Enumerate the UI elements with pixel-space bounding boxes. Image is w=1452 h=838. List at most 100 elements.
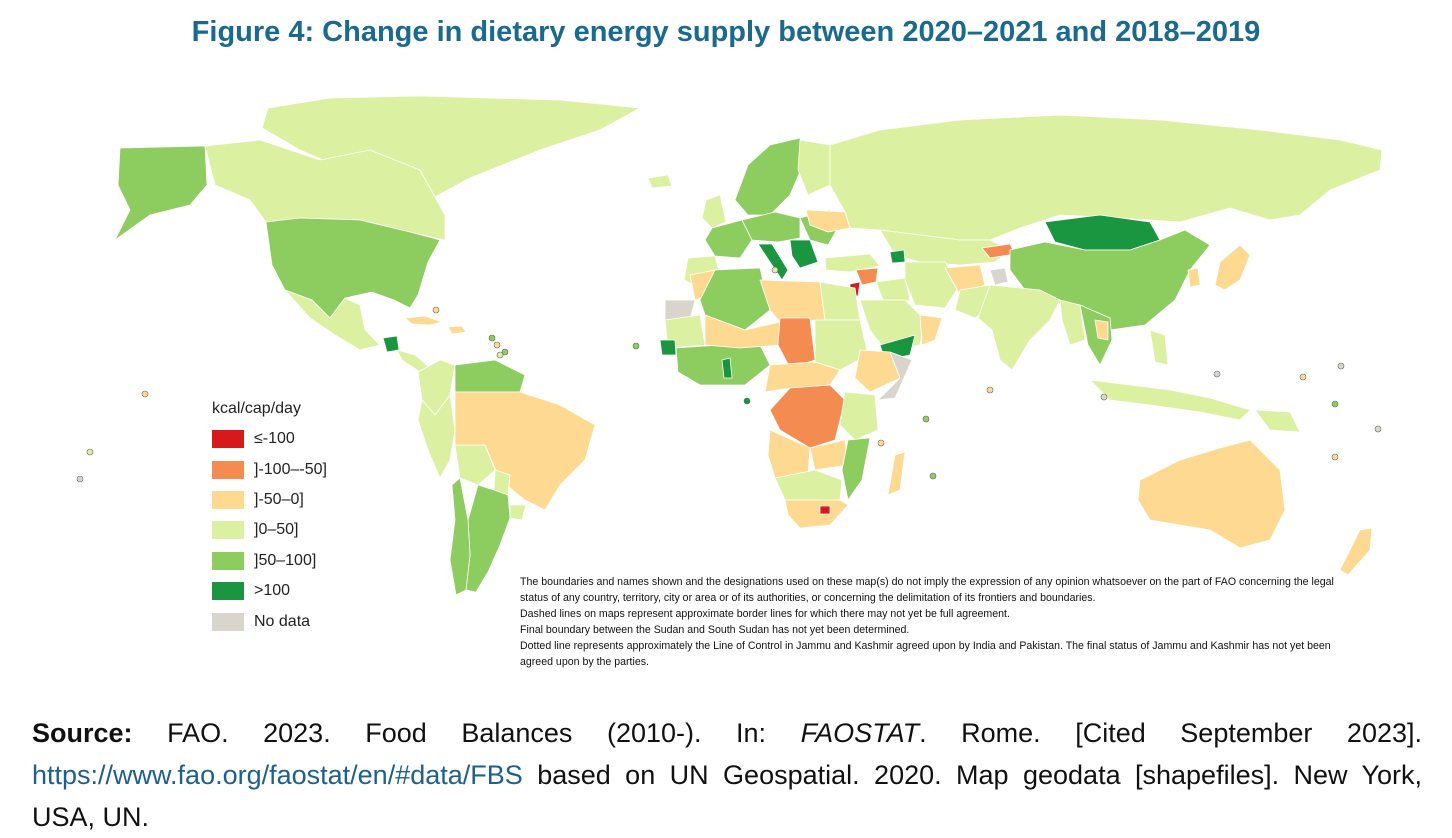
island-marker	[1331, 453, 1339, 461]
legend-swatch	[212, 490, 244, 509]
source-text: . Rome. [Cited September 2023].	[919, 718, 1422, 748]
region-lesotho	[819, 505, 831, 515]
island-marker	[141, 390, 149, 398]
region-guatemala	[382, 335, 400, 353]
region-iceland	[647, 174, 673, 189]
legend-swatch	[212, 460, 244, 479]
source-link[interactable]: https://www.fao.org/faostat/en/#data/FBS	[32, 760, 523, 790]
map-legend: kcal/cap/day ≤-100 ]-100–-50] ]-50–0] ]0–50…	[212, 400, 327, 637]
legend-item: ]-100–-50]	[212, 454, 327, 484]
region-senegal	[659, 339, 677, 356]
island-marker	[86, 448, 94, 456]
region-philippines	[1149, 329, 1169, 366]
region-madagascar	[887, 451, 906, 496]
region-kashmir	[989, 267, 1009, 286]
legend-label: ≤-100	[254, 430, 295, 448]
island-marker	[986, 386, 994, 394]
region-japan	[1214, 244, 1251, 291]
region-central-europe	[741, 211, 801, 243]
island-marker	[1337, 362, 1345, 370]
legend-item: ]0–50]	[212, 515, 327, 545]
disclaimer-line: Dashed lines on maps represent approxima…	[520, 608, 1010, 620]
region-somalia	[877, 351, 913, 401]
legend-title: kcal/cap/day	[212, 400, 301, 417]
legend-label: >100	[254, 582, 291, 600]
disclaimer-line: The boundaries and names shown and the d…	[520, 576, 1334, 604]
region-india	[977, 284, 1061, 371]
region-mexico	[284, 289, 381, 351]
figure-title: Figure 4: Change in dietary energy suppl…	[191, 16, 1261, 48]
region-papua	[1254, 409, 1301, 433]
region-oman	[919, 314, 943, 346]
disclaimer-line: Final boundary between the Sudan and Sou…	[520, 624, 910, 636]
region-east-africa	[839, 391, 879, 441]
disclaimer-line: Dotted line represents approximately the…	[520, 640, 1331, 668]
island-marker	[76, 475, 84, 483]
region-italy	[757, 243, 789, 281]
region-hispaniola	[447, 325, 467, 335]
island-marker	[1374, 425, 1382, 433]
region-alaska	[114, 145, 208, 241]
region-scandinavia	[734, 137, 806, 216]
region-mongolia	[1044, 214, 1161, 251]
legend-label: ]0–50]	[254, 521, 299, 539]
world-map	[76, 95, 1383, 596]
region-uk	[701, 194, 727, 229]
island-marker	[1213, 370, 1221, 378]
source-italic: FAOSTAT	[800, 718, 920, 748]
source-note: Source: FAO. 2023. Food Balances (2010-)…	[32, 712, 1422, 838]
legend-item: ≤-100	[212, 424, 327, 454]
island-marker	[922, 415, 930, 423]
region-venezuela-guianas	[454, 359, 526, 393]
legend-label: ]50–100]	[254, 551, 317, 569]
region-malaysia-indonesia	[1089, 379, 1251, 421]
island-marker	[1100, 393, 1108, 401]
region-chad	[777, 317, 816, 369]
legend-swatch	[212, 521, 244, 540]
region-egypt	[819, 281, 861, 321]
region-libya	[759, 279, 826, 323]
region-brazil	[454, 391, 596, 511]
region-ukraine	[805, 209, 851, 233]
region-south-africa	[784, 499, 849, 529]
island-marker	[1299, 373, 1307, 381]
region-drc	[769, 384, 846, 449]
legend-swatch	[212, 612, 244, 631]
legend-item: >100	[212, 576, 327, 606]
source-label: Source:	[32, 718, 133, 748]
legend-swatch	[212, 551, 244, 570]
legend-items: ≤-100 ]-100–-50] ]-50–0] ]0–50] ]50–100] >100…	[212, 424, 327, 637]
island-marker	[632, 342, 640, 350]
island-marker	[771, 266, 779, 274]
region-balkans	[789, 239, 819, 269]
region-ghana	[721, 357, 733, 379]
region-finland	[797, 139, 831, 196]
region-iraq	[875, 277, 911, 306]
region-canada	[204, 139, 446, 241]
region-laos	[1094, 319, 1109, 341]
legend-label: ]-50–0]	[254, 490, 304, 508]
region-myanmar	[1059, 299, 1086, 346]
region-cuba	[404, 315, 443, 326]
region-uruguay	[509, 504, 527, 521]
region-korea	[1187, 267, 1201, 288]
legend-item: ]50–100]	[212, 546, 327, 576]
region-peru-ecuador	[417, 394, 456, 479]
region-chile	[449, 477, 471, 596]
island-marker	[493, 341, 501, 349]
island-marker	[501, 348, 509, 356]
legend-label: ]-100–-50]	[254, 460, 327, 478]
region-thailand-indochina	[1079, 304, 1113, 366]
region-argentina	[465, 484, 511, 593]
region-sudan	[814, 319, 869, 371]
island-marker	[929, 472, 937, 480]
legend-swatch	[212, 430, 244, 449]
legend-swatch	[212, 582, 244, 601]
legend-item: No data	[212, 606, 327, 636]
source-text: FAO. 2023. Food Balances (2010-). In:	[132, 718, 801, 748]
legend-item: ]-50–0]	[212, 485, 327, 515]
island-marker	[488, 334, 496, 342]
region-australia	[1137, 439, 1286, 549]
island-marker	[877, 439, 885, 447]
region-new-zealand	[1339, 527, 1373, 576]
